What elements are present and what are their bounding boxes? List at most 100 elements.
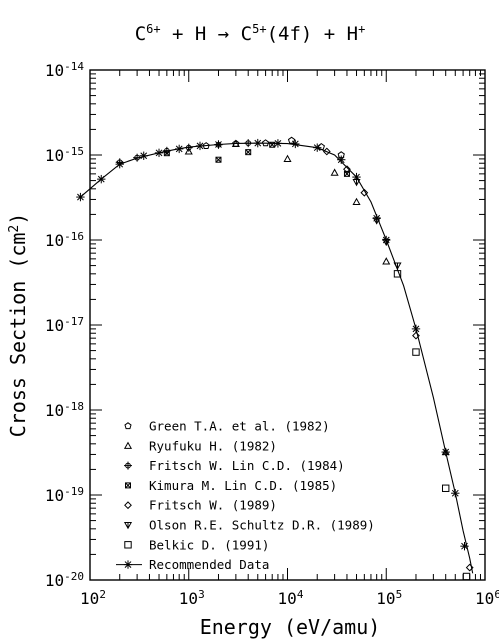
legend-label: Olson R.E. Schultz D.R. (1989) [149,518,375,533]
legend-label: Belkic D. (1991) [149,537,269,552]
y-axis-label-sup: 2 [7,225,22,233]
axis-tick-labels: 102 103 104 105 106 10-20 10-19 10-18 10-17 10-16… [45,60,499,609]
y-tick-label: 10-14 [45,60,85,81]
data-point [411,324,421,334]
y-axis-label-end: ) [6,213,30,225]
data-point [372,214,381,223]
data-point [412,331,420,340]
data-points [76,136,474,581]
data-point [441,447,450,457]
x-tick-label: 106 [475,588,499,609]
data-point [139,151,148,160]
data-point [244,139,253,148]
data-point [393,270,402,278]
data-point [154,148,164,158]
legend-item: Ryufuku H. (1982) [123,438,277,453]
data-point [287,136,296,144]
legend-item: Fritsch W. (1989) [124,498,277,513]
x-tick-label: 104 [278,588,304,609]
legend-item: Fritsch W. Lin C.D. (1984) [124,458,345,473]
y-tick-label: 10-19 [45,485,84,506]
data-point [451,488,460,498]
legend-marker [124,461,132,470]
data-point [273,139,283,148]
chart-title: C6+ + H → C5+(4f) + H+ [135,22,366,45]
data-point [460,541,469,551]
data-point [245,149,252,156]
title-part-b: + H → C [161,23,253,45]
x-axis-label: Energy (eV/amu) [200,615,381,639]
axis-ticks [89,69,486,581]
legend-label: Ryufuku H. (1982) [149,438,277,453]
data-point [261,139,270,147]
data-point [133,153,142,162]
data-point [337,155,346,164]
legend-label: Fritsch W. Lin C.D. (1984) [149,458,345,473]
data-point [465,563,474,572]
legend-marker [124,501,132,510]
data-point [322,147,331,156]
legend-marker [123,441,133,449]
x-tick-label: 102 [80,588,106,609]
y-tick-label: 10-18 [45,400,84,421]
legend-marker [124,541,132,549]
data-point [442,484,450,492]
data-point [202,142,210,149]
data-point [343,165,351,174]
svg-text:C6+ + H → C5+(4f) + H+: C6+ + H → C5+(4f) + H+ [135,22,366,45]
data-point [313,143,322,152]
legend-label: Kimura M. Lin C.D. (1985) [149,478,337,493]
legend-marker [124,422,132,430]
legend-item: Recommended Data [116,557,269,572]
y-tick-label: 10-17 [45,315,84,336]
y-tick-label: 10-20 [45,570,84,591]
y-tick-label: 10-15 [45,145,84,166]
legend-item: Green T.A. et al. (1982) [124,419,330,434]
data-point [317,142,325,150]
data-point [195,141,205,151]
data-point [163,150,170,157]
data-point [291,139,300,149]
data-point [462,572,471,581]
data-point [76,192,85,202]
data-point [412,348,420,356]
legend-label: Recommended Data [149,557,269,572]
data-point [393,262,402,270]
data-point [283,154,292,162]
data-point [253,138,262,148]
legend-marker [123,521,133,530]
data-point [382,257,391,265]
y-axis-label-base: Cross Section (cm [6,233,30,438]
data-point [97,174,106,184]
data-point [174,144,184,154]
data-point [184,143,193,152]
data-point [343,170,350,177]
data-point [330,168,339,176]
data-point [231,139,240,147]
legend-label: Green T.A. et al. (1982) [149,419,330,434]
data-point [215,156,222,163]
data-point [214,140,223,149]
legend-label: Fritsch W. (1989) [149,498,277,513]
title-part-c-sup: + [358,22,365,36]
legend-item: Olson R.E. Schultz D.R. (1989) [123,518,375,533]
title-part-a: C [135,23,146,45]
y-tick-label: 10-16 [45,230,84,251]
y-axis-label: Cross Section (cm2) [6,213,30,438]
data-point [360,188,369,197]
data-point [352,197,361,206]
legend: Green T.A. et al. (1982) Ryufuku H. (1982… [116,419,375,572]
data-point [184,147,193,155]
x-tick-label: 105 [376,588,402,609]
title-part-a-sup: 6+ [146,22,160,36]
title-part-b-sup: 5+ [252,22,266,36]
legend-marker [125,482,131,489]
data-point [352,172,361,182]
x-tick-label: 103 [179,588,205,609]
legend-marker [123,560,133,569]
legend-item: Belkic D. (1991) [124,537,269,552]
title-part-c: (4f) + H [267,23,359,45]
data-point [115,159,124,169]
legend-item: Kimura M. Lin C.D. (1985) [125,478,337,493]
